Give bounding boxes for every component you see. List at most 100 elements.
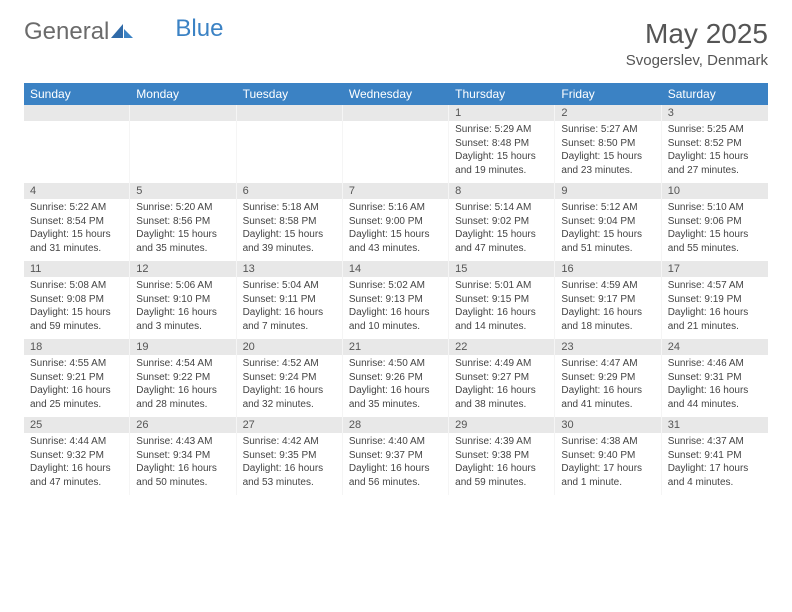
day-content-row: Sunrise: 4:55 AMSunset: 9:21 PMDaylight:… (24, 355, 768, 417)
sunrise-text: Sunrise: 5:10 AM (668, 201, 762, 215)
day-number: 26 (130, 417, 236, 433)
daylight-text: Daylight: 16 hours and 44 minutes. (668, 384, 762, 411)
day-number: 8 (449, 183, 555, 199)
day-number: 11 (24, 261, 130, 277)
day-header: Sunday (24, 83, 130, 105)
sunset-text: Sunset: 9:38 PM (455, 449, 548, 463)
sunrise-text: Sunrise: 5:04 AM (243, 279, 336, 293)
sunset-text: Sunset: 9:41 PM (668, 449, 762, 463)
sunrise-text: Sunrise: 4:59 AM (561, 279, 654, 293)
day-number: 25 (24, 417, 130, 433)
daylight-text: Daylight: 16 hours and 21 minutes. (668, 306, 762, 333)
daylight-text: Daylight: 16 hours and 56 minutes. (349, 462, 442, 489)
sunrise-text: Sunrise: 4:39 AM (455, 435, 548, 449)
sunrise-text: Sunrise: 4:37 AM (668, 435, 762, 449)
daylight-text: Daylight: 16 hours and 14 minutes. (455, 306, 548, 333)
sunset-text: Sunset: 8:58 PM (243, 215, 336, 229)
daylight-text: Daylight: 15 hours and 51 minutes. (561, 228, 654, 255)
day-cell: Sunrise: 5:20 AMSunset: 8:56 PMDaylight:… (130, 199, 236, 261)
day-cell: Sunrise: 4:50 AMSunset: 9:26 PMDaylight:… (343, 355, 449, 417)
daylight-text: Daylight: 15 hours and 27 minutes. (668, 150, 762, 177)
day-cell: Sunrise: 5:12 AMSunset: 9:04 PMDaylight:… (555, 199, 661, 261)
day-header: Saturday (662, 83, 768, 105)
day-cell: Sunrise: 4:40 AMSunset: 9:37 PMDaylight:… (343, 433, 449, 495)
day-cell: Sunrise: 4:55 AMSunset: 9:21 PMDaylight:… (24, 355, 130, 417)
day-cell: Sunrise: 4:39 AMSunset: 9:38 PMDaylight:… (449, 433, 555, 495)
day-cell: Sunrise: 5:27 AMSunset: 8:50 PMDaylight:… (555, 121, 661, 183)
day-number: 10 (662, 183, 768, 199)
day-cell: Sunrise: 5:10 AMSunset: 9:06 PMDaylight:… (662, 199, 768, 261)
day-cell: Sunrise: 4:44 AMSunset: 9:32 PMDaylight:… (24, 433, 130, 495)
daylight-text: Daylight: 16 hours and 18 minutes. (561, 306, 654, 333)
day-cell: Sunrise: 4:46 AMSunset: 9:31 PMDaylight:… (662, 355, 768, 417)
sunset-text: Sunset: 9:17 PM (561, 293, 654, 307)
day-cell (24, 121, 130, 183)
sunset-text: Sunset: 9:00 PM (349, 215, 442, 229)
day-header: Thursday (449, 83, 555, 105)
sunset-text: Sunset: 8:48 PM (455, 137, 548, 151)
daylight-text: Daylight: 16 hours and 7 minutes. (243, 306, 336, 333)
sunset-text: Sunset: 9:34 PM (136, 449, 229, 463)
sunrise-text: Sunrise: 5:29 AM (455, 123, 548, 137)
sunset-text: Sunset: 8:50 PM (561, 137, 654, 151)
day-header: Friday (555, 83, 661, 105)
daylight-text: Daylight: 16 hours and 25 minutes. (30, 384, 123, 411)
day-number: 7 (343, 183, 449, 199)
month-title: May 2025 (626, 18, 768, 50)
daylight-text: Daylight: 15 hours and 35 minutes. (136, 228, 229, 255)
day-header: Wednesday (343, 83, 449, 105)
daylight-text: Daylight: 16 hours and 53 minutes. (243, 462, 336, 489)
day-cell: Sunrise: 5:25 AMSunset: 8:52 PMDaylight:… (662, 121, 768, 183)
sunset-text: Sunset: 9:40 PM (561, 449, 654, 463)
daylight-text: Daylight: 16 hours and 32 minutes. (243, 384, 336, 411)
sunset-text: Sunset: 9:31 PM (668, 371, 762, 385)
daylight-text: Daylight: 16 hours and 10 minutes. (349, 306, 442, 333)
day-number: 29 (449, 417, 555, 433)
day-cell: Sunrise: 4:43 AMSunset: 9:34 PMDaylight:… (130, 433, 236, 495)
day-number: 24 (662, 339, 768, 355)
sunrise-text: Sunrise: 4:50 AM (349, 357, 442, 371)
day-number (343, 105, 449, 121)
sunrise-text: Sunrise: 4:38 AM (561, 435, 654, 449)
day-number: 3 (662, 105, 768, 121)
daylight-text: Daylight: 15 hours and 31 minutes. (30, 228, 123, 255)
sunrise-text: Sunrise: 4:57 AM (668, 279, 762, 293)
sunset-text: Sunset: 9:02 PM (455, 215, 548, 229)
day-number: 18 (24, 339, 130, 355)
day-number: 16 (555, 261, 661, 277)
daylight-text: Daylight: 15 hours and 47 minutes. (455, 228, 548, 255)
day-cell (237, 121, 343, 183)
daylight-text: Daylight: 16 hours and 35 minutes. (349, 384, 442, 411)
sunset-text: Sunset: 8:52 PM (668, 137, 762, 151)
daylight-text: Daylight: 15 hours and 43 minutes. (349, 228, 442, 255)
day-number-row: 25262728293031 (24, 417, 768, 433)
sunrise-text: Sunrise: 5:08 AM (30, 279, 123, 293)
day-cell (343, 121, 449, 183)
day-cell: Sunrise: 5:14 AMSunset: 9:02 PMDaylight:… (449, 199, 555, 261)
day-number: 5 (130, 183, 236, 199)
sunrise-text: Sunrise: 4:40 AM (349, 435, 442, 449)
sunrise-text: Sunrise: 5:20 AM (136, 201, 229, 215)
logo-sail-icon (111, 18, 133, 46)
sunset-text: Sunset: 9:21 PM (30, 371, 123, 385)
day-cell: Sunrise: 4:57 AMSunset: 9:19 PMDaylight:… (662, 277, 768, 339)
day-cell: Sunrise: 4:47 AMSunset: 9:29 PMDaylight:… (555, 355, 661, 417)
sunrise-text: Sunrise: 4:44 AM (30, 435, 123, 449)
daylight-text: Daylight: 17 hours and 4 minutes. (668, 462, 762, 489)
day-cell (130, 121, 236, 183)
logo-text-a: General (24, 18, 109, 46)
daylight-text: Daylight: 16 hours and 28 minutes. (136, 384, 229, 411)
day-number: 21 (343, 339, 449, 355)
sunset-text: Sunset: 9:04 PM (561, 215, 654, 229)
day-cell: Sunrise: 5:29 AMSunset: 8:48 PMDaylight:… (449, 121, 555, 183)
day-number (130, 105, 236, 121)
day-cell: Sunrise: 4:49 AMSunset: 9:27 PMDaylight:… (449, 355, 555, 417)
daylight-text: Daylight: 15 hours and 23 minutes. (561, 150, 654, 177)
daylight-text: Daylight: 16 hours and 47 minutes. (30, 462, 123, 489)
sunset-text: Sunset: 8:54 PM (30, 215, 123, 229)
day-number: 13 (237, 261, 343, 277)
day-number (24, 105, 130, 121)
sunrise-text: Sunrise: 5:02 AM (349, 279, 442, 293)
day-number: 1 (449, 105, 555, 121)
sunrise-text: Sunrise: 4:55 AM (30, 357, 123, 371)
